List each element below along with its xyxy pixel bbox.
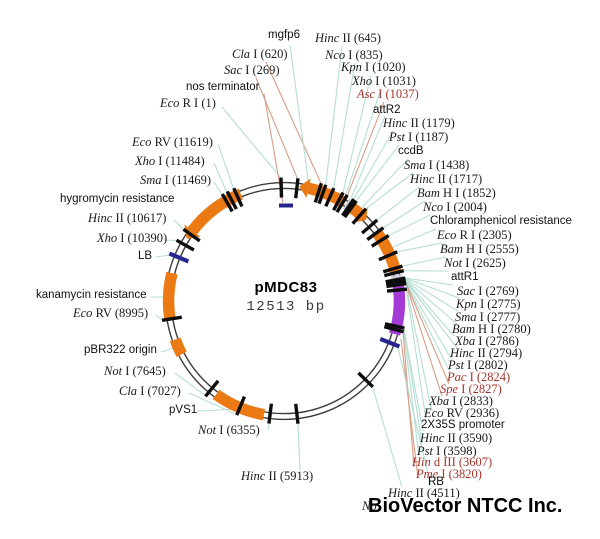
- leader-line: [297, 423, 301, 471]
- LB-border-tick: [168, 251, 190, 264]
- leader-line: [217, 143, 235, 189]
- leader-line: [404, 278, 458, 325]
- restriction-site-tick: [351, 207, 368, 225]
- leader-line: [188, 392, 238, 416]
- leader-line: [405, 282, 450, 385]
- restriction-site-tick: [294, 403, 300, 424]
- leader-line: [355, 144, 400, 202]
- restriction-site-tick: [341, 198, 356, 217]
- leader-line: [333, 62, 356, 189]
- leader-line: [403, 327, 423, 445]
- restriction-site-tick: [370, 234, 390, 248]
- restriction-site-tick: [324, 187, 336, 207]
- hygromycin-resistance-arc-arrowhead: [184, 224, 201, 239]
- mgfp6-arc-arrowhead: [299, 178, 311, 198]
- leader-line: [289, 44, 310, 185]
- restriction-site-tick: [385, 276, 406, 284]
- plasmid-center-title: pMDC83 12513 bp: [214, 279, 358, 315]
- leader-line: [221, 106, 282, 179]
- leader-line: [404, 279, 455, 337]
- leader-line: [405, 283, 432, 409]
- restriction-site-tick: [386, 281, 407, 289]
- restriction-site-tick: [357, 371, 375, 389]
- leader-line: [346, 101, 385, 196]
- restriction-site-tick: [267, 403, 274, 424]
- leader-line: [357, 158, 409, 212]
- restriction-site-tick: [384, 322, 405, 330]
- leader-line: [396, 242, 443, 253]
- leader-line: [376, 186, 420, 221]
- restriction-site-tick: [332, 191, 345, 211]
- leader-line: [342, 74, 372, 194]
- leader-line: [404, 280, 458, 349]
- leader-line: [400, 338, 419, 479]
- leader-line: [345, 88, 382, 195]
- leader-line: [155, 314, 163, 321]
- hygromycin-resistance-arc: [187, 188, 244, 235]
- leader-line: [396, 345, 432, 487]
- leader-line: [267, 423, 270, 431]
- restriction-site-tick: [383, 269, 405, 278]
- RB-border-tick: [379, 336, 401, 349]
- restriction-site-tick: [313, 182, 323, 203]
- restriction-site-tick: [343, 199, 358, 219]
- leader-line: [255, 77, 299, 182]
- leader-line: [353, 130, 394, 200]
- restriction-site-tick: [161, 315, 183, 322]
- leader-line: [404, 280, 453, 361]
- leader-line: [405, 289, 427, 421]
- restriction-site-tick: [366, 226, 385, 241]
- plasmid-name: pMDC83: [254, 279, 318, 296]
- restriction-site-tick: [386, 287, 408, 293]
- leader-line: [382, 200, 426, 229]
- leader-line: [388, 214, 431, 237]
- restriction-site-tick: [182, 227, 201, 243]
- restriction-site-tick: [317, 184, 328, 205]
- leader-line: [404, 281, 451, 373]
- leader-line: [173, 219, 185, 230]
- watermark: BioVector NTCC Inc.: [368, 495, 563, 517]
- restriction-site-tick: [225, 190, 238, 210]
- restriction-site-tick: [220, 193, 234, 213]
- leader-line: [371, 386, 403, 488]
- leader-line: [213, 181, 223, 195]
- leader-line: [365, 172, 414, 210]
- restriction-site-tick: [232, 187, 244, 208]
- leader-line: [265, 61, 322, 184]
- leader-line: [403, 329, 420, 457]
- leader-line: [401, 256, 446, 267]
- pBR322-origin-block: [169, 337, 187, 357]
- leader-line: [349, 115, 386, 202]
- kanamycin-resistance-arc: [162, 271, 178, 321]
- leader-line: [325, 45, 343, 186]
- restriction-site-tick: [360, 218, 379, 235]
- restriction-site-tick: [235, 395, 246, 416]
- leader-line: [213, 162, 228, 193]
- restriction-site-tick: [335, 194, 349, 213]
- leader-line: [404, 278, 459, 312]
- restriction-site-tick: [378, 250, 398, 262]
- leader-line: [387, 228, 437, 250]
- plasmid-size: 12513 bp: [246, 299, 326, 315]
- restriction-site-tick: [294, 178, 300, 199]
- leader-line: [174, 372, 207, 397]
- restriction-site-tick: [383, 325, 405, 334]
- restriction-site-tick: [382, 264, 403, 274]
- leader-line: [404, 277, 460, 299]
- restriction-site-tick: [385, 279, 407, 286]
- restriction-site-tick: [204, 379, 220, 398]
- restriction-site-tick: [175, 238, 195, 252]
- leader-line: [405, 282, 443, 397]
